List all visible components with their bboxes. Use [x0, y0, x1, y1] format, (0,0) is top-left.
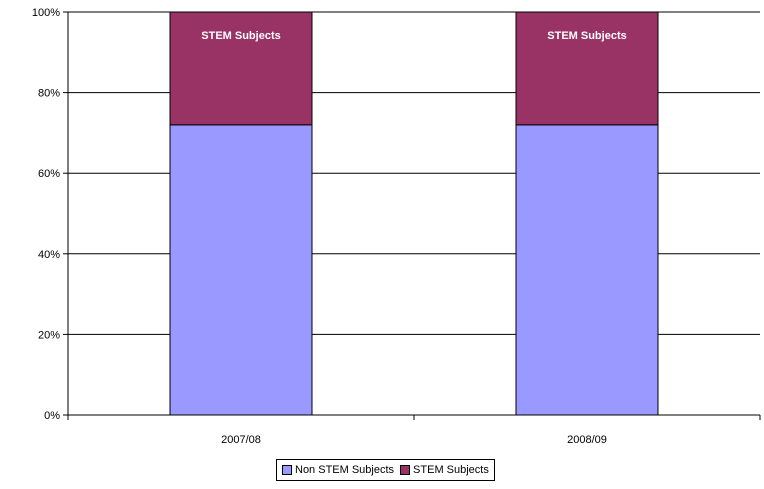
bars [169, 11, 659, 416]
y-tick-label: 60% [38, 168, 60, 180]
legend-item-non-stem: Non STEM Subjects [282, 464, 394, 476]
y-tick-label: 40% [38, 249, 60, 261]
y-tick-label: 20% [38, 329, 60, 341]
bar-segment-label: STEM Subjects [547, 30, 626, 42]
x-tick-label: 2008/09 [567, 434, 607, 446]
bar-non-stem-0 [169, 124, 313, 416]
legend-label-non-stem: Non STEM Subjects [295, 464, 395, 476]
legend-swatch-stem [400, 465, 411, 475]
bar-non-stem-1 [515, 124, 659, 416]
y-tick-label: 80% [38, 88, 60, 100]
bar-stem-0 [169, 11, 313, 126]
y-tick-label: 0% [44, 410, 60, 422]
y-tick-label: 100% [32, 7, 60, 19]
tick-labels: 0% 20% 40% 60% 80% 100% STEM Subjects 2007/08 ST… [32, 7, 627, 446]
legend: Non STEM Subjects STEM Subjects [276, 459, 495, 481]
stacked-bar-chart: 0% 20% 40% 60% 80% 100% STEM Subjects 2007/08 ST… [32, 7, 761, 446]
x-tick-label: 2007/08 [221, 434, 261, 446]
bar-segment-label: STEM Subjects [201, 30, 280, 42]
axes [63, 11, 761, 420]
bar-stem-1 [515, 11, 659, 126]
legend-label-stem: STEM Subjects [413, 464, 489, 476]
legend-item-stem: STEM Subjects [400, 464, 489, 476]
legend-swatch-non-stem [282, 465, 292, 475]
